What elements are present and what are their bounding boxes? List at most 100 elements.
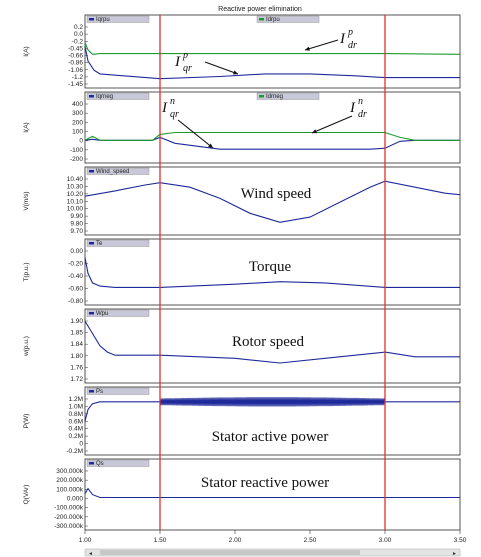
y-tick-label: -0.2M bbox=[66, 448, 83, 455]
legend-label: Idrpu bbox=[266, 17, 280, 23]
y-tick-label: 1.90 bbox=[70, 318, 83, 325]
panel-frame bbox=[84, 166, 461, 236]
y-tick-label: 400 bbox=[72, 101, 83, 108]
y-tick-label: 9.70 bbox=[70, 228, 83, 235]
annotation-sub: dr bbox=[348, 40, 357, 51]
annotation-sup: p bbox=[182, 50, 188, 61]
series-line-Wind_speed bbox=[84, 180, 461, 223]
legend-swatch bbox=[259, 95, 264, 98]
y-tick-label: 1.84 bbox=[70, 341, 83, 348]
legend-box bbox=[86, 459, 150, 467]
y-tick-label: -0.60 bbox=[68, 286, 83, 293]
y-tick-label: 200 bbox=[72, 119, 83, 126]
y-tick-label: 9.90 bbox=[70, 213, 83, 220]
y-tick-label: -100.000k bbox=[54, 505, 84, 512]
annotation-sub: qr bbox=[170, 109, 179, 120]
y-tick-label: 10.10 bbox=[67, 198, 84, 205]
legend-label: Ps bbox=[96, 389, 103, 395]
y-tick-label: 0.8M bbox=[69, 411, 83, 418]
y-axis-label: w(p.u.) bbox=[23, 336, 30, 357]
series-line-Iqrpu bbox=[84, 46, 460, 80]
y-tick-label: 1.72 bbox=[70, 376, 83, 383]
legend-label: Iqrneg bbox=[96, 94, 113, 100]
panel-7: Qs 300.000k 200.000k 100.000k 0.000 -100.000k… bbox=[23, 458, 461, 531]
legend-label: Iqrpu bbox=[96, 17, 110, 23]
legend-swatch bbox=[89, 18, 94, 21]
y-tick-label: 200.000k bbox=[56, 477, 83, 484]
x-axis: 1.00 1.50 2.00 2.50 3.00 3.50 bbox=[79, 530, 467, 544]
legend-box bbox=[256, 15, 320, 23]
scrollbar: ◄ ► bbox=[84, 548, 461, 557]
legend-box bbox=[86, 309, 150, 317]
y-tick-label: 0 bbox=[79, 441, 83, 448]
y-tick-label: -1.2 bbox=[72, 74, 84, 81]
panel-label: Rotor speed bbox=[232, 334, 305, 350]
y-tick-label: 10.00 bbox=[67, 206, 84, 213]
y-tick-label: -0.2 bbox=[72, 38, 84, 45]
scrollbar-left-arrow[interactable]: ◄ bbox=[88, 551, 93, 557]
panel-frame bbox=[84, 238, 461, 306]
panel-1: Iqrpu Idrpu 0.20.0-0.2-0.45-0.66-0.86-1.06… bbox=[23, 14, 461, 89]
y-tick-label: 9.80 bbox=[70, 221, 83, 228]
y-tick-label: 10.30 bbox=[67, 183, 84, 190]
annotation-arrowhead bbox=[312, 129, 317, 134]
legend-swatch bbox=[89, 242, 94, 245]
legend-label: Idrneg bbox=[266, 94, 283, 100]
x-tick-label: 3.50 bbox=[454, 537, 467, 544]
y-tick-label: 0.2 bbox=[74, 24, 83, 31]
x-tick-label: 1.00 bbox=[79, 537, 92, 544]
y-tick-label: -1.06 bbox=[68, 67, 83, 74]
annotation-base: I bbox=[339, 31, 346, 47]
y-tick-label: -300.000k bbox=[54, 523, 84, 530]
annotation-sup: n bbox=[170, 96, 175, 107]
y-tick-label: 0.6M bbox=[69, 418, 83, 425]
scrollbar-thumb[interactable] bbox=[100, 550, 360, 555]
panel-label: Wind speed bbox=[241, 186, 312, 202]
y-tick-label: -0.20 bbox=[68, 261, 83, 268]
y-tick-label: 100.000k bbox=[56, 486, 83, 493]
legend-label: Te bbox=[96, 241, 103, 247]
y-axis-label: V(m/s) bbox=[23, 191, 30, 210]
legend-box bbox=[86, 387, 150, 395]
red-markers bbox=[159, 15, 386, 530]
annotation-arrow bbox=[177, 119, 214, 149]
annotation-arrowhead bbox=[233, 70, 238, 75]
y-tick-label: 0 bbox=[79, 138, 83, 145]
annotation-arrow bbox=[304, 39, 339, 51]
scrollbar-right-arrow[interactable]: ► bbox=[452, 551, 457, 557]
panel-6: Ps 1.2M1.0M0.8M0.6M0.4M0.2M0-0.2M P(W) Stat… bbox=[23, 386, 461, 456]
panel-frame bbox=[84, 14, 461, 89]
legend-box bbox=[86, 239, 150, 247]
legend-swatch bbox=[89, 462, 94, 465]
y-tick-label: 10.20 bbox=[67, 191, 84, 198]
y-tick-label: -0.80 bbox=[68, 298, 83, 305]
legend-swatch bbox=[89, 95, 94, 98]
y-tick-label: -0.45 bbox=[68, 45, 83, 52]
annotation-sub: qr bbox=[183, 63, 192, 74]
annotation-sup: n bbox=[358, 96, 363, 107]
y-tick-label: 300.000k bbox=[56, 468, 83, 475]
panel-frame bbox=[84, 308, 461, 384]
y-tick-label: -0.66 bbox=[68, 53, 83, 60]
panel-frame bbox=[84, 91, 461, 164]
annotation-sub: dr bbox=[358, 109, 367, 120]
annotation-arrow bbox=[204, 61, 239, 75]
annotation-sup: p bbox=[347, 27, 353, 38]
panel-label: Stator active power bbox=[212, 429, 329, 445]
legend-box bbox=[256, 92, 320, 100]
y-tick-label: 1.85 bbox=[70, 330, 83, 337]
panel-5: Wpu 1.90 1.85 1.84 1.80 1.76 1.72 w(p.u.) Rotor … bbox=[23, 308, 461, 384]
y-axis-label: I(A) bbox=[23, 122, 30, 132]
panel-4: Te 0.00 -0.20 -0.40 -0.60 -0.80 T(p.u.) Torque bbox=[23, 238, 461, 306]
annotation-base: I bbox=[349, 100, 356, 116]
y-axis-label: I(A) bbox=[23, 46, 30, 56]
legend-label: Qs bbox=[96, 461, 104, 467]
x-tick-label: 2.00 bbox=[229, 537, 242, 544]
series-line-Wpu bbox=[84, 320, 460, 364]
legend-box bbox=[86, 167, 150, 175]
panels: Iqrpu Idrpu 0.20.0-0.2-0.45-0.66-0.86-1.06… bbox=[23, 14, 461, 531]
